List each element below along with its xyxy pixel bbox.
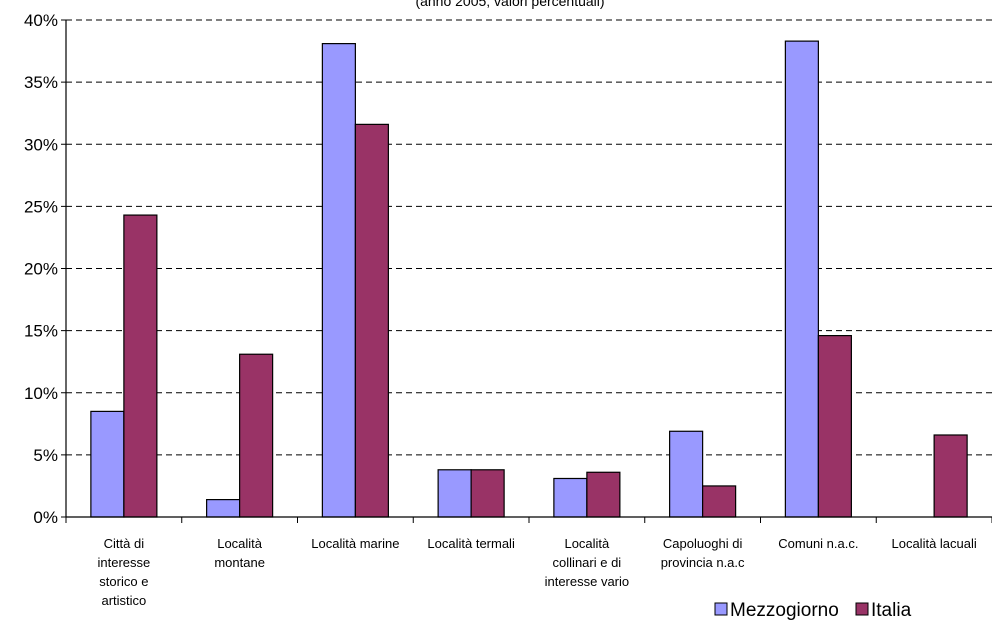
y-tick-label: 20% [24,260,58,279]
x-tick-label: Città di interesse storico e artistico [98,536,151,608]
y-tick-label: 5% [33,446,58,465]
chart-subtitle: (anno 2005; valori percentuali) [415,0,604,9]
y-tick-label: 30% [24,135,58,154]
x-tick-label: Località termali [427,536,515,551]
y-tick-label: 0% [33,508,58,527]
bar-italia [354,123,389,518]
bar-italia [123,214,158,518]
bar-mezzogiorno [321,43,356,518]
x-tick-label: Località marine [311,536,399,551]
y-tick-labels: 0% 5% 10% 15% 20% 25% 30% 35% 40% [24,11,58,527]
y-tick-label: 35% [24,73,58,92]
bar-mezzogiorno [553,477,588,518]
x-tick-label: Località lacuali [891,536,976,551]
bar-italia [817,334,852,518]
y-tick-label: 10% [24,384,58,403]
bar-mezzogiorno [437,469,472,518]
bar-italia [702,485,737,518]
bar-italia [933,434,968,518]
legend-swatch-mezzogiorno [714,602,728,616]
y-tick-label: 25% [24,197,58,216]
bar-italia [470,469,505,518]
gridlines [61,19,992,518]
y-tick-label: 40% [24,11,58,30]
y-tick-label: 15% [24,322,58,341]
legend: Mezzogiorno Italia [714,600,912,621]
x-tick-labels: Città di interesse storico e artistico Local… [98,536,977,608]
legend-label-mezzogiorno: Mezzogiorno [730,600,839,621]
x-tick-label: Località collinari e di interesse vario [545,536,630,589]
bar-italia [239,353,274,518]
x-tick-label: Località montane [214,536,265,570]
axes [65,20,992,523]
x-tick-label: Comuni n.a.c. [778,536,858,551]
bars [90,40,968,518]
bar-mezzogiorno [90,410,125,518]
bar-italia [586,471,621,518]
bar-mezzogiorno [784,40,819,518]
bar-mezzogiorno [669,430,704,518]
legend-label-italia: Italia [871,600,912,621]
bar-mezzogiorno [206,499,241,518]
legend-swatch-italia [855,602,869,616]
x-tick-label: Capoluoghi di provincia n.a.c [661,536,745,570]
